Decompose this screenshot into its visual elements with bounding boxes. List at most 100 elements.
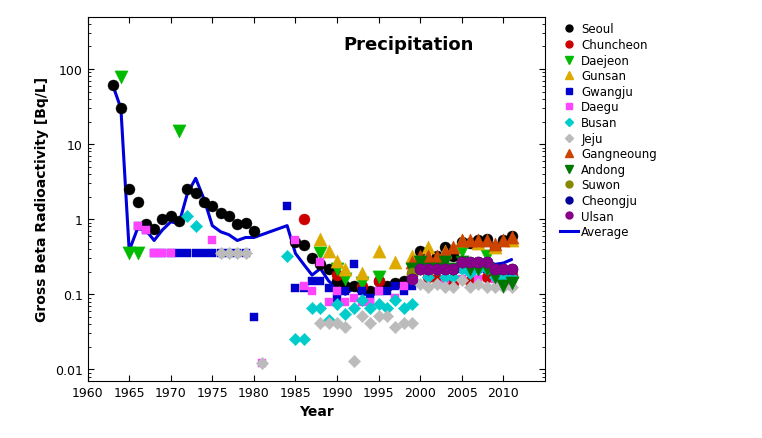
Seoul: [447, 253, 459, 260]
Seoul: [198, 199, 210, 206]
Seoul: [139, 222, 152, 229]
Gwangju: [198, 250, 210, 257]
Seoul: [364, 288, 376, 295]
Average: [133, 226, 142, 232]
Seoul: [148, 226, 160, 233]
Jeju: [381, 312, 393, 319]
Jeju: [322, 319, 335, 326]
Seoul: [173, 218, 185, 225]
Gangneoung: [464, 237, 476, 244]
Gangneoung: [497, 237, 509, 244]
Seoul: [322, 265, 335, 272]
Busan: [306, 305, 319, 312]
Daegu: [456, 276, 468, 283]
Gangneoung: [481, 237, 493, 244]
Chuncheon: [422, 274, 434, 281]
Daegu: [298, 283, 310, 290]
Cheongju: [422, 265, 434, 272]
Ulsan: [414, 265, 426, 272]
Chuncheon: [481, 274, 493, 281]
Busan: [373, 300, 385, 307]
Average: [315, 266, 325, 272]
Suwon: [439, 265, 451, 272]
Average: [241, 235, 250, 240]
Busan: [389, 297, 402, 304]
Gwangju: [148, 250, 160, 257]
Gwangju: [347, 261, 360, 268]
Gunsan: [331, 258, 343, 265]
Gangneoung: [422, 253, 434, 260]
Busan: [431, 265, 443, 272]
Gangneoung: [447, 244, 459, 251]
Seoul: [298, 242, 310, 249]
Daejeon: [456, 247, 468, 254]
Average: [216, 230, 226, 235]
Gwangju: [173, 250, 185, 257]
Jeju: [456, 277, 468, 284]
Average: [498, 261, 507, 266]
Gwangju: [456, 265, 468, 272]
Daegu: [148, 250, 160, 257]
Jeju: [389, 323, 402, 330]
Seoul: [239, 219, 251, 226]
Ulsan: [464, 259, 476, 266]
Seoul: [431, 253, 443, 260]
Busan: [456, 265, 468, 272]
Andong: [447, 265, 459, 272]
Seoul: [339, 283, 351, 290]
Daejeon: [131, 250, 143, 257]
Jeju: [464, 284, 476, 291]
Gwangju: [131, 223, 143, 230]
Average: [291, 251, 300, 256]
Busan: [331, 300, 343, 307]
Busan: [298, 336, 310, 343]
Jeju: [231, 250, 243, 257]
Gwangju: [322, 285, 335, 292]
Gwangju: [414, 259, 426, 266]
Daejeon: [431, 265, 443, 272]
Chuncheon: [331, 272, 343, 279]
Busan: [356, 297, 368, 304]
Daegu: [256, 360, 268, 367]
Suwon: [414, 265, 426, 272]
Jeju: [405, 319, 418, 326]
Daegu: [314, 259, 326, 266]
Daegu: [331, 288, 343, 295]
Daejeon: [497, 283, 509, 290]
Jeju: [373, 312, 385, 319]
Seoul: [107, 82, 119, 89]
Average: [158, 228, 167, 233]
Daejeon: [373, 274, 385, 281]
Gwangju: [239, 250, 251, 257]
Ulsan: [431, 265, 443, 272]
Chuncheon: [505, 272, 517, 279]
Busan: [422, 274, 434, 281]
Daejeon: [115, 74, 127, 81]
Gwangju: [190, 250, 202, 257]
Average: [415, 261, 424, 266]
Seoul: [156, 216, 168, 223]
Gwangju: [215, 250, 227, 257]
Average: [341, 292, 350, 297]
Chuncheon: [497, 276, 509, 283]
Average: [224, 233, 233, 238]
Gangneoung: [414, 253, 426, 260]
Average: [166, 220, 175, 225]
Daegu: [489, 276, 501, 283]
Average: [349, 286, 358, 291]
Ulsan: [405, 276, 418, 283]
Busan: [447, 274, 459, 281]
Jeju: [331, 319, 343, 326]
Average: [383, 286, 392, 291]
Seoul: [398, 278, 410, 285]
Average: [208, 223, 217, 229]
Average: [332, 286, 341, 291]
Seoul: [190, 191, 202, 198]
Seoul: [331, 278, 343, 285]
Jeju: [447, 284, 459, 291]
Busan: [339, 311, 351, 318]
Average: [191, 176, 200, 181]
Seoul: [231, 222, 243, 229]
Ulsan: [439, 265, 451, 272]
Jeju: [497, 284, 509, 291]
